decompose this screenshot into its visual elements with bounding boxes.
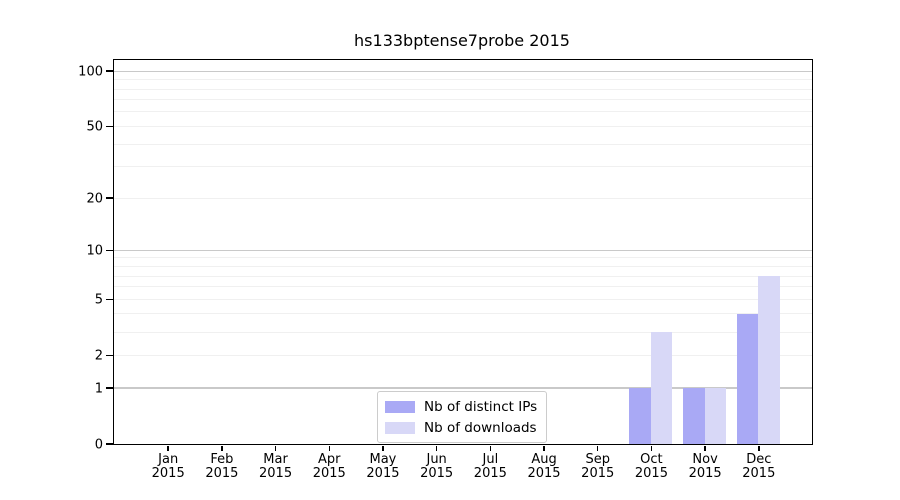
x-tick-label-apr: Apr 2015 bbox=[312, 452, 346, 481]
y-tick-mark bbox=[106, 197, 113, 199]
gridline-minor bbox=[114, 125, 812, 127]
x-tick-label-may: May 2015 bbox=[366, 452, 400, 481]
bar-dec-downloads bbox=[758, 276, 780, 444]
bar-oct-downloads bbox=[650, 332, 673, 444]
plot-area: Nb of distinct IPs Nb of downloads bbox=[106, 59, 813, 445]
x-tick-mark bbox=[435, 446, 438, 451]
gridline-minor bbox=[114, 99, 812, 101]
x-tick-mark bbox=[489, 446, 492, 451]
x-tick-label-sep: Sep 2015 bbox=[581, 452, 615, 481]
x-tick-mark bbox=[167, 446, 169, 451]
bar-nov-distinct-ips bbox=[683, 388, 705, 444]
y-tick-label: 2 bbox=[94, 348, 103, 364]
legend-swatch-icon bbox=[385, 400, 415, 413]
gridline-minor bbox=[114, 111, 812, 113]
gridline-minor bbox=[114, 298, 812, 300]
bar-dec-distinct-ips bbox=[736, 313, 759, 444]
gridline-minor bbox=[114, 331, 812, 333]
x-tick-mark bbox=[328, 446, 331, 451]
gridline-minor bbox=[114, 266, 812, 267]
legend-label: Nb of downloads bbox=[424, 419, 537, 436]
chart-title: hs133bptense7probe 2015 bbox=[354, 31, 570, 50]
y-tick-label: 100 bbox=[78, 64, 103, 80]
x-tick-mark bbox=[758, 446, 760, 451]
x-tick-mark bbox=[596, 446, 599, 451]
gridline-minor bbox=[114, 286, 812, 288]
x-tick-label-jul: Jul 2015 bbox=[473, 452, 507, 481]
bars-layer bbox=[114, 60, 812, 444]
y-tick-mark bbox=[106, 70, 113, 72]
gridline-minor bbox=[114, 275, 812, 277]
y-tick-mark bbox=[106, 125, 113, 128]
gridline-minor bbox=[114, 197, 812, 199]
gridline-minor bbox=[114, 313, 812, 315]
x-tick-mark bbox=[274, 446, 277, 451]
x-tick-label-oct: Oct 2015 bbox=[634, 452, 668, 481]
legend-label: Nb of distinct IPs bbox=[424, 398, 538, 415]
x-tick-mark bbox=[382, 446, 384, 451]
x-tick-label-jun: Jun 2015 bbox=[420, 452, 454, 481]
legend: Nb of distinct IPs Nb of downloads bbox=[377, 391, 548, 443]
y-tick-mark bbox=[106, 249, 113, 252]
x-tick-mark bbox=[650, 446, 653, 451]
x-tick-mark bbox=[543, 446, 545, 451]
gridline-major bbox=[114, 249, 812, 251]
y-tick-label: 1 bbox=[94, 381, 103, 396]
gridline-minor bbox=[114, 257, 812, 259]
x-axis: Jan 2015 Feb 2015 Mar 2015 Apr 2015 May 2015… bbox=[0, 443, 900, 493]
bar-nov-downloads bbox=[704, 388, 727, 444]
y-tick-label: 0 bbox=[94, 437, 103, 452]
x-tick-label-nov: Nov 2015 bbox=[688, 452, 722, 481]
gridline-minor bbox=[114, 354, 812, 356]
gridlines-layer bbox=[114, 60, 812, 444]
bar-oct-distinct-ips bbox=[629, 388, 651, 444]
y-tick-label: 10 bbox=[86, 243, 103, 259]
legend-swatch-icon bbox=[385, 421, 415, 434]
y-tick-label: 20 bbox=[86, 191, 103, 207]
y-tick-mark bbox=[106, 387, 113, 389]
x-tick-label-aug: Aug 2015 bbox=[527, 452, 561, 481]
legend-item: Nb of distinct IPs bbox=[385, 397, 537, 416]
y-axis: 0 1 2 5 10 20 50 100 bbox=[0, 59, 105, 451]
x-tick-label-dec: Dec 2015 bbox=[742, 452, 776, 481]
y-tick-label: 5 bbox=[94, 292, 103, 308]
y-tick-mark bbox=[106, 298, 113, 300]
legend-item: Nb of downloads bbox=[385, 418, 537, 437]
y-tick-label: 50 bbox=[86, 119, 103, 135]
gridline-minor bbox=[114, 143, 812, 145]
gridline-minor bbox=[114, 79, 812, 81]
x-tick-label-feb: Feb 2015 bbox=[205, 452, 239, 481]
y-tick-mark bbox=[106, 443, 113, 445]
gridline-major bbox=[114, 70, 812, 72]
y-tick-mark bbox=[106, 354, 113, 356]
gridline-major bbox=[114, 387, 812, 389]
x-tick-label-mar: Mar 2015 bbox=[259, 452, 293, 481]
gridline-minor bbox=[114, 88, 812, 90]
x-tick-label-jan: Jan 2015 bbox=[151, 452, 185, 481]
x-tick-mark bbox=[221, 446, 223, 451]
gridline-minor bbox=[114, 166, 812, 168]
x-tick-mark bbox=[704, 446, 706, 451]
